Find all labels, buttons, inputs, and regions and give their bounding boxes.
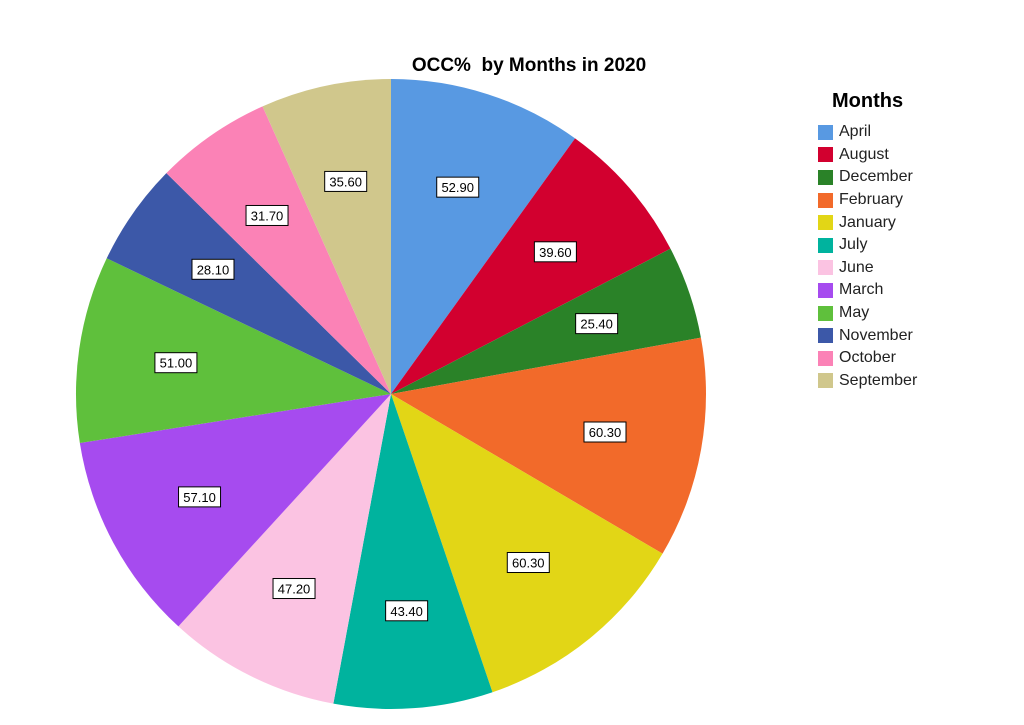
pie-slice-may [76, 258, 391, 444]
legend-label: August [839, 145, 889, 163]
data-label: 57.10 [178, 486, 222, 508]
pie-slice-february [391, 337, 707, 554]
data-label-text: 35.60 [329, 174, 362, 189]
pie-slice-december [391, 248, 701, 394]
pie-slice-july [333, 394, 493, 710]
chart-title: OCC% by Months in 2020 [411, 55, 647, 76]
legend-swatch [818, 282, 833, 298]
legend-item: February [818, 189, 917, 212]
data-label: 47.20 [272, 578, 316, 600]
legend-item: August [818, 144, 917, 167]
legend-item: September [818, 370, 917, 393]
legend: Months April August December February Januar… [818, 90, 917, 392]
legend-label: February [839, 191, 904, 209]
data-label: 35.60 [324, 170, 368, 192]
data-label: 28.10 [191, 258, 235, 280]
legend-swatch [818, 350, 833, 366]
legend-item: March [818, 279, 917, 302]
data-label-box [191, 258, 235, 280]
legend-swatch [818, 373, 833, 389]
data-label-box [154, 352, 198, 374]
legend-swatch [818, 305, 833, 321]
data-label: 43.40 [385, 600, 429, 622]
data-label-box [533, 241, 577, 263]
data-label-box [575, 313, 619, 335]
pie-slice-november [106, 173, 392, 394]
legend-item: November [818, 324, 917, 347]
legend-label: January [839, 213, 896, 231]
data-label: 60.30 [583, 421, 627, 443]
data-label-text: 47.20 [278, 582, 311, 597]
data-label-text: 28.10 [197, 262, 230, 277]
data-label-text: 51.00 [160, 356, 193, 371]
legend-swatch [818, 147, 833, 163]
pie-slice-january [391, 394, 663, 693]
legend-item: May [818, 302, 917, 325]
legend-label: May [839, 304, 870, 322]
data-label: 52.90 [436, 176, 480, 198]
legend-label: March [839, 281, 884, 299]
data-label: 51.00 [154, 352, 198, 374]
legend-title: Months [832, 90, 904, 112]
legend-label: December [839, 168, 913, 186]
data-label-box [436, 176, 480, 198]
legend-swatch [818, 169, 833, 185]
pie-slice-april [391, 79, 576, 394]
legend-label: November [839, 326, 913, 344]
pie-slice-june [178, 394, 391, 704]
data-label-box [178, 486, 222, 508]
legend-item: January [818, 211, 917, 234]
legend-item: July [818, 234, 917, 257]
legend-label: October [839, 349, 896, 367]
data-label: 25.40 [575, 313, 619, 335]
legend-swatch [818, 124, 833, 140]
data-label-box [583, 421, 627, 443]
data-label: 60.30 [506, 552, 550, 574]
pie-slice-august [391, 138, 671, 394]
legend-item: October [818, 347, 917, 370]
data-label: 39.60 [533, 241, 577, 263]
legend-item: December [818, 166, 917, 189]
legend-swatch [818, 260, 833, 276]
legend-label: July [839, 236, 868, 254]
data-label-text: 52.90 [441, 180, 474, 195]
data-label-text: 31.70 [251, 208, 284, 223]
legend-label: September [839, 371, 918, 389]
data-label-text: 25.40 [580, 317, 613, 332]
data-label-box [324, 170, 368, 192]
data-label: 31.70 [245, 204, 289, 226]
pie-chart: 52.90 39.60 25.40 60.30 60.30 43.40 47.20 57.10… [76, 79, 707, 710]
data-label-box [245, 204, 289, 226]
data-label-text: 43.40 [390, 604, 423, 619]
pie-slice-march [79, 394, 391, 627]
legend-swatch [818, 328, 833, 344]
pie-slice-september [262, 79, 391, 394]
data-label-box [272, 578, 316, 600]
legend-swatch [818, 237, 833, 253]
legend-swatch [818, 215, 833, 231]
legend-item: June [818, 257, 917, 280]
data-label-text: 60.30 [589, 425, 622, 440]
data-label-text: 57.10 [183, 490, 216, 505]
data-label-text: 60.30 [512, 556, 545, 571]
legend-label: June [839, 258, 874, 276]
data-label-text: 39.60 [539, 245, 572, 260]
pie-slice-october [166, 106, 391, 395]
legend-item: April [818, 121, 917, 144]
legend-swatch [818, 192, 833, 208]
data-label-box [506, 552, 550, 574]
data-label-box [385, 600, 429, 622]
legend-label: April [839, 123, 872, 141]
